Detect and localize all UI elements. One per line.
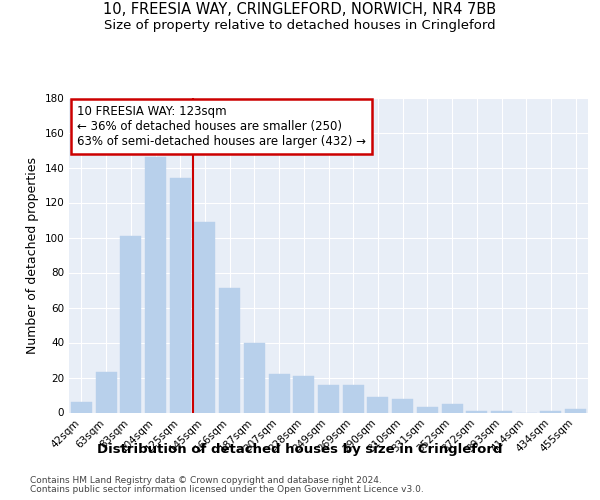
Bar xyxy=(491,411,512,412)
Bar xyxy=(219,288,240,412)
Bar xyxy=(442,404,463,412)
Bar xyxy=(170,178,191,412)
Bar xyxy=(71,402,92,412)
Bar xyxy=(392,398,413,412)
Y-axis label: Number of detached properties: Number of detached properties xyxy=(26,156,39,354)
Bar xyxy=(541,411,562,412)
Text: 10 FREESIA WAY: 123sqm
← 36% of detached houses are smaller (250)
63% of semi-de: 10 FREESIA WAY: 123sqm ← 36% of detached… xyxy=(77,106,366,148)
Text: Contains public sector information licensed under the Open Government Licence v3: Contains public sector information licen… xyxy=(30,485,424,494)
Text: Size of property relative to detached houses in Cringleford: Size of property relative to detached ho… xyxy=(104,18,496,32)
Bar xyxy=(565,409,586,412)
Bar xyxy=(145,157,166,412)
Bar xyxy=(194,222,215,412)
Bar xyxy=(120,236,141,412)
Bar xyxy=(417,407,438,412)
Bar xyxy=(244,342,265,412)
Text: Contains HM Land Registry data © Crown copyright and database right 2024.: Contains HM Land Registry data © Crown c… xyxy=(30,476,382,485)
Bar xyxy=(293,376,314,412)
Bar xyxy=(367,397,388,412)
Bar xyxy=(269,374,290,412)
Text: 10, FREESIA WAY, CRINGLEFORD, NORWICH, NR4 7BB: 10, FREESIA WAY, CRINGLEFORD, NORWICH, N… xyxy=(103,2,497,18)
Bar xyxy=(95,372,116,412)
Text: Distribution of detached houses by size in Cringleford: Distribution of detached houses by size … xyxy=(97,442,503,456)
Bar xyxy=(343,384,364,412)
Bar xyxy=(466,411,487,412)
Bar xyxy=(318,384,339,412)
